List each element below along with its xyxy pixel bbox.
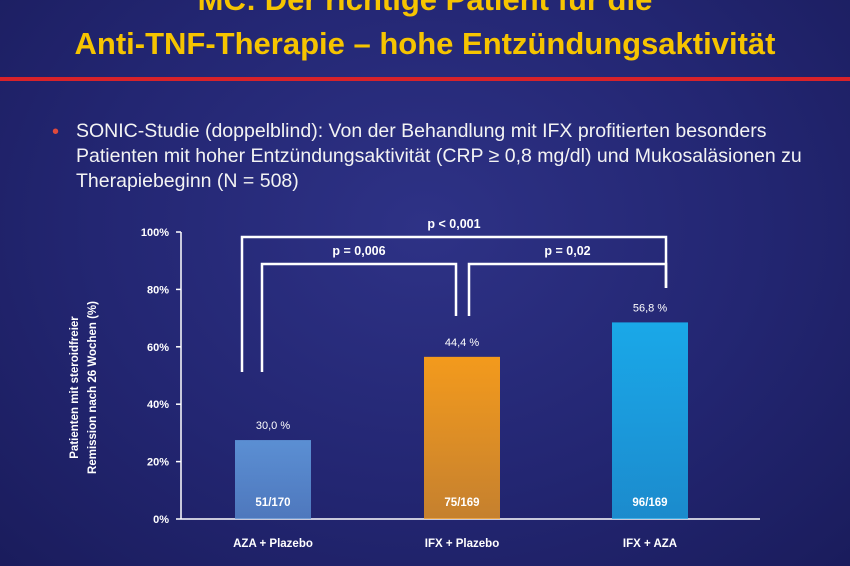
significance-bracket: [260, 262, 458, 372]
bar-n-label: 96/169: [632, 497, 667, 509]
bar-value-label: 30,0 %: [256, 420, 290, 432]
significance-label: p < 0,001: [427, 217, 480, 231]
significance-bracket: [240, 235, 668, 372]
bullet-marker-icon: •: [52, 121, 60, 143]
bar: [424, 356, 500, 519]
bar-value-label: 44,4 %: [445, 337, 479, 349]
y-axis-title-line-1: Patienten mit steroidfreier: [69, 316, 81, 459]
bar: [235, 440, 311, 519]
y-tick-label: 20%: [147, 457, 169, 469]
slide-title-line-1: MC: Der richtige Patient für die: [0, 0, 850, 18]
bar-value-label: 56,8 %: [633, 302, 667, 314]
y-axis-title-line-2: Remission nach 26 Wochen (%): [87, 301, 99, 474]
bar-n-label: 51/170: [255, 497, 290, 509]
bar: [612, 322, 688, 519]
category-label: AZA + Plazebo: [233, 538, 313, 550]
category-label: IFX + AZA: [623, 538, 677, 550]
bullet-text: SONIC-Studie (doppelblind): Von der Beha…: [76, 120, 802, 192]
bar-n-label: 75/169: [444, 497, 479, 509]
y-tick-label: 100%: [141, 227, 169, 239]
title-divider: [0, 77, 850, 81]
significance-bracket: [467, 262, 668, 316]
y-tick-label: 80%: [147, 284, 169, 296]
y-tick-label: 60%: [147, 342, 169, 354]
significance-label: p = 0,02: [544, 244, 590, 258]
category-label: IFX + Plazebo: [425, 538, 499, 550]
slide-title-line-2: Anti-TNF-Therapie – hohe Entzündungsakti…: [74, 26, 776, 61]
y-tick-label: 40%: [147, 399, 169, 411]
significance-label: p = 0,006: [332, 244, 385, 258]
y-tick-label: 0%: [153, 514, 169, 526]
